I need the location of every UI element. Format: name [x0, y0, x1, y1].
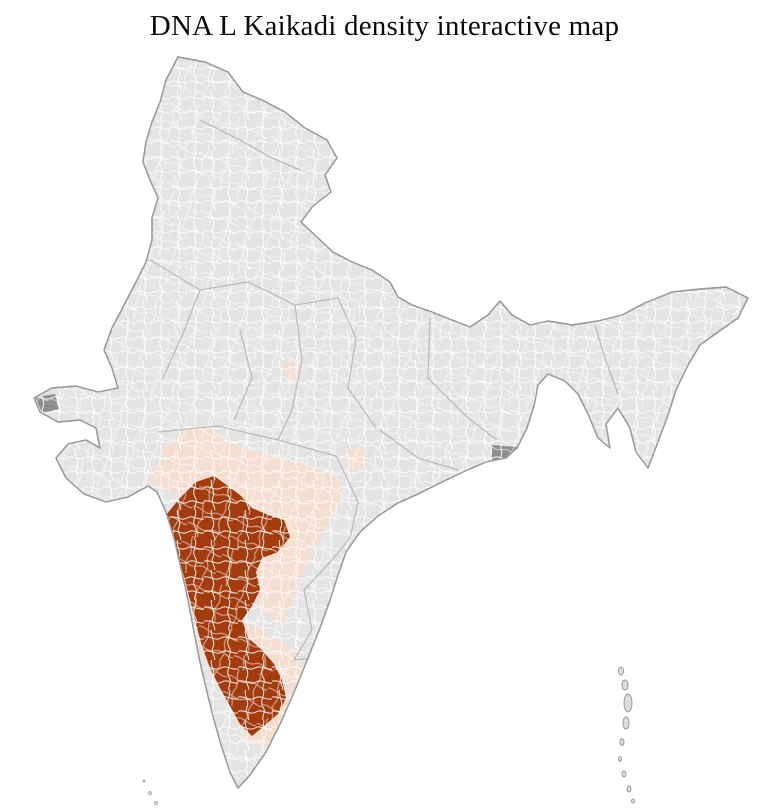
page-title: DNA L Kaikadi density interactive map — [149, 10, 620, 42]
andaman-nicobar-islands[interactable] — [618, 666, 635, 804]
low-density-patch-east[interactable] — [417, 495, 440, 518]
lakshadweep-islands[interactable] — [142, 779, 158, 805]
